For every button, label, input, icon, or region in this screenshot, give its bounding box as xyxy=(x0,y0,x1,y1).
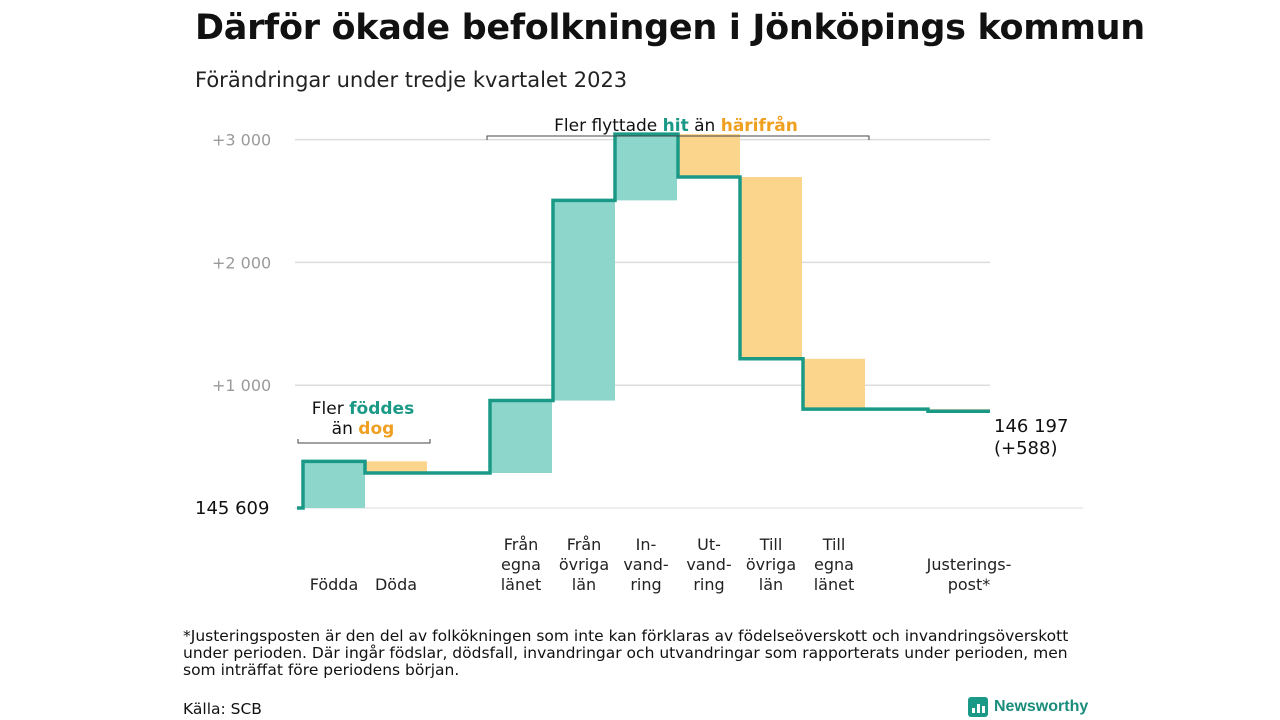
y-tick-label: +3 000 xyxy=(212,131,271,150)
cumulative-step-line xyxy=(297,132,990,510)
births-annotation-line2: än dog xyxy=(332,419,395,439)
migration-bracket xyxy=(486,135,870,140)
migration-annotation: Fler flyttade hit än härifrån xyxy=(554,114,798,136)
category-label: Till övriga län xyxy=(746,535,796,594)
brand-name: Newsworthy xyxy=(994,698,1089,715)
source-label: Källa: SCB xyxy=(183,700,262,718)
start-value-label: 145 609 xyxy=(195,498,269,519)
waterfall-bar xyxy=(490,400,552,474)
category-label: Ut-vand-ring xyxy=(686,535,731,594)
waterfall-bar xyxy=(803,358,865,410)
waterfall-bar xyxy=(615,134,677,201)
page-subtitle: Förändringar under tredje kvartalet 2023 xyxy=(195,68,628,92)
waterfall-bar xyxy=(740,177,802,359)
category-label: Döda xyxy=(375,575,417,594)
category-label: Till egna länet xyxy=(814,535,855,594)
waterfall-bar xyxy=(553,200,615,401)
waterfall-bar xyxy=(303,461,365,508)
category-label: Från övriga län xyxy=(559,535,609,594)
end-change-label: (+588) xyxy=(994,438,1057,459)
category-label: Justerings-post* xyxy=(926,555,1012,594)
category-label: In-vand-ring xyxy=(623,535,668,594)
category-label: Födda xyxy=(310,575,359,594)
end-value-label: 146 197 xyxy=(994,416,1068,437)
y-tick-label: +2 000 xyxy=(212,253,271,272)
waterfall-chart: +1 000 +2 000 +3 000 145 609 146 197(+588) Fö… xyxy=(195,114,1083,594)
births-bracket xyxy=(297,439,431,444)
bar-chart-icon xyxy=(968,697,988,717)
waterfall-bar xyxy=(365,461,427,474)
page-title: Därför ökade befolkningen i Jönköpings k… xyxy=(195,8,1145,48)
births-annotation-line1: Fler föddes xyxy=(312,399,414,419)
footnote: *Justeringsposten är den del av folkökni… xyxy=(183,627,1069,679)
category-label: Från egna länet xyxy=(501,535,542,594)
y-tick-label: +1 000 xyxy=(212,376,271,395)
waterfall-bar xyxy=(678,134,740,178)
brand-logo: Newsworthy xyxy=(968,697,1088,717)
